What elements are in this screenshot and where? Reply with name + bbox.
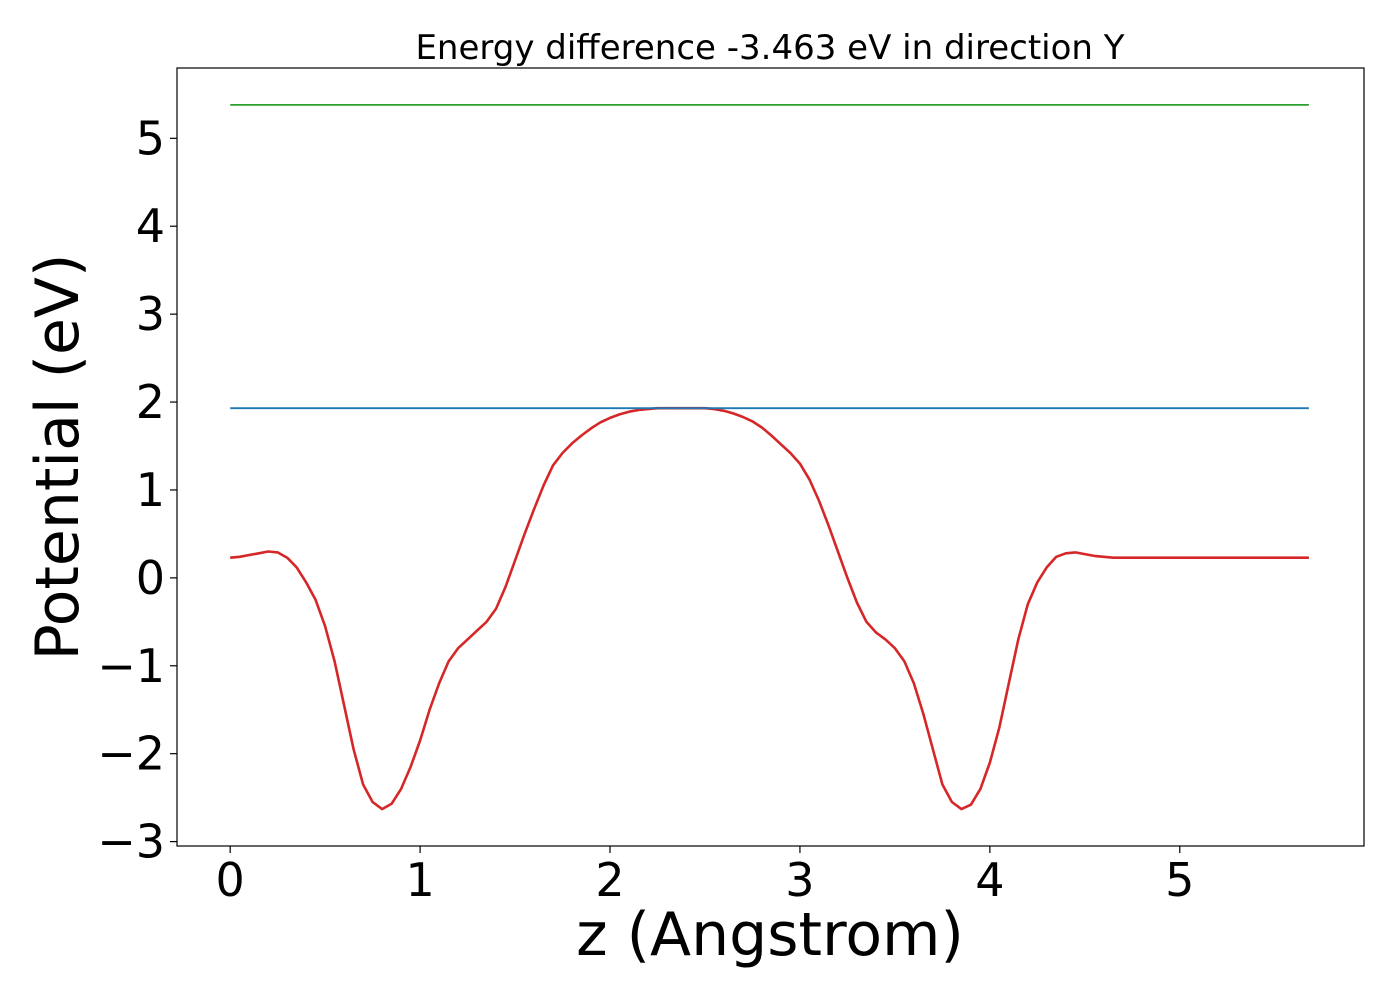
x-tick-label: 1 <box>405 853 434 907</box>
y-axis-label: Potential (eV) <box>23 254 93 661</box>
x-axis-label: z (Angstrom) <box>576 900 964 970</box>
y-tick-label: −1 <box>97 639 165 693</box>
plot-area <box>230 104 1309 811</box>
y-tick-label: 5 <box>136 111 165 165</box>
y-tick-label: −3 <box>97 815 165 869</box>
x-axis-ticks: 0 1 2 3 4 5 <box>216 846 1194 907</box>
x-tick-label: 4 <box>975 853 1004 907</box>
x-tick-label: 2 <box>595 853 624 907</box>
y-tick-label: 0 <box>136 551 165 605</box>
plot-frame <box>176 67 1365 847</box>
y-tick-label: 3 <box>136 287 165 341</box>
x-tick-label: 0 <box>216 853 245 907</box>
x-tick-label: 3 <box>785 853 814 907</box>
y-tick-label: −2 <box>97 727 165 781</box>
chart-title: Energy difference -3.463 eV in direction… <box>415 28 1124 68</box>
y-tick-label: 4 <box>136 199 165 253</box>
series-line-0 <box>230 406 1309 811</box>
y-axis-ticks: −3 −2 −1 0 1 2 3 4 5 <box>97 111 177 869</box>
x-tick-label: 5 <box>1165 853 1194 907</box>
y-tick-label: 2 <box>136 375 165 429</box>
y-tick-label: 1 <box>136 463 165 517</box>
